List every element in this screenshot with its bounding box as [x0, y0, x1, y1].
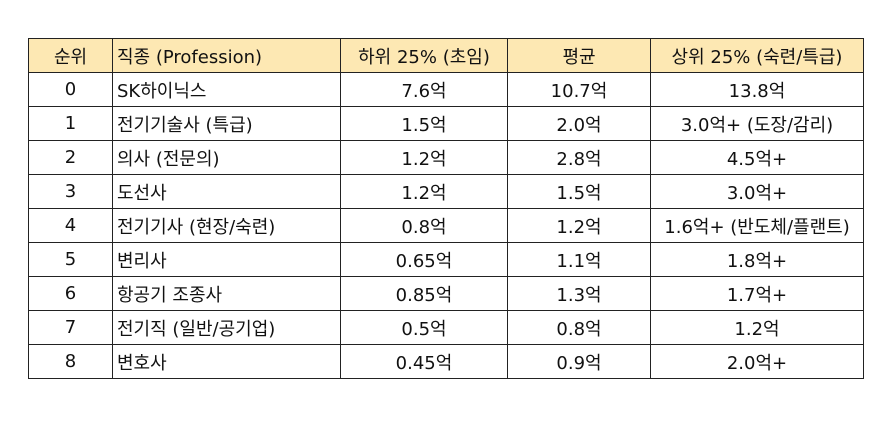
table-cell: 항공기 조종사	[112, 276, 341, 311]
table-cell: 1.5억	[507, 174, 651, 209]
table-cell: 7	[28, 310, 113, 345]
table-cell: 5	[28, 242, 113, 277]
header-cell: 순위	[28, 38, 113, 73]
table-row: 5 변리사 0.65억 1.1억 1.8억+	[28, 242, 864, 277]
table-cell: 0	[28, 72, 113, 107]
table-cell: 0.65억	[340, 242, 508, 277]
table-cell: 도선사	[112, 174, 341, 209]
table-cell: 0.8억	[340, 208, 508, 243]
table-cell: 3	[28, 174, 113, 209]
table-cell: 0.8억	[507, 310, 651, 345]
table-cell: 4.5억+	[650, 140, 864, 175]
table-row: 0 SK하이닉스 7.6억 10.7억 13.8억	[28, 72, 864, 107]
header-cell: 직종 (Profession)	[112, 38, 341, 73]
table-cell: 전기직 (일반/공기업)	[112, 310, 341, 345]
table-cell: 0.9억	[507, 344, 651, 379]
table-cell: 6	[28, 276, 113, 311]
table-cell: 8	[28, 344, 113, 379]
table-row: 1 전기기술사 (특급) 1.5억 2.0억 3.0억+ (도장/감리)	[28, 106, 864, 141]
table-cell: 1.7억+	[650, 276, 864, 311]
header-cell: 하위 25% (초임)	[340, 38, 508, 73]
table-cell: 의사 (전문의)	[112, 140, 341, 175]
table-cell: 10.7억	[507, 72, 651, 107]
table-cell: 변리사	[112, 242, 341, 277]
table-cell: 1.2억	[340, 174, 508, 209]
table-cell: SK하이닉스	[112, 72, 341, 107]
header-cell: 상위 25% (숙련/특급)	[650, 38, 864, 73]
table-cell: 3.0억+	[650, 174, 864, 209]
table-cell: 13.8억	[650, 72, 864, 107]
table-cell: 0.5억	[340, 310, 508, 345]
table-cell: 2	[28, 140, 113, 175]
table-cell: 1.2억	[650, 310, 864, 345]
table-body: 순위 직종 (Profession) 하위 25% (초임) 평균 상위 25% (숙련…	[28, 38, 864, 379]
table-cell: 1	[28, 106, 113, 141]
table-cell: 2.0억+	[650, 344, 864, 379]
table-row: 7 전기직 (일반/공기업) 0.5억 0.8억 1.2억	[28, 310, 864, 345]
table-cell: 1.1억	[507, 242, 651, 277]
table-cell: 1.6억+ (반도체/플랜트)	[650, 208, 864, 243]
table-cell: 0.85억	[340, 276, 508, 311]
table-cell: 2.8억	[507, 140, 651, 175]
table-cell: 1.8억+	[650, 242, 864, 277]
header-cell: 평균	[507, 38, 651, 73]
table-cell: 1.2억	[340, 140, 508, 175]
table-row: 4 전기기사 (현장/숙련) 0.8억 1.2억 1.6억+ (반도체/플랜트)	[28, 208, 864, 243]
table-row: 8 변호사 0.45억 0.9억 2.0억+	[28, 344, 864, 379]
table-cell: 0.45억	[340, 344, 508, 379]
table-cell: 7.6억	[340, 72, 508, 107]
table-cell: 2.0억	[507, 106, 651, 141]
table-cell: 3.0억+ (도장/감리)	[650, 106, 864, 141]
table-row: 3 도선사 1.2억 1.5억 3.0억+	[28, 174, 864, 209]
table-cell: 1.2억	[507, 208, 651, 243]
table-cell: 전기기술사 (특급)	[112, 106, 341, 141]
table-row: 6 항공기 조종사 0.85억 1.3억 1.7억+	[28, 276, 864, 311]
table-cell: 전기기사 (현장/숙련)	[112, 208, 341, 243]
table-cell: 1.3억	[507, 276, 651, 311]
table-row: 2 의사 (전문의) 1.2억 2.8억 4.5억+	[28, 140, 864, 175]
table-cell: 변호사	[112, 344, 341, 379]
table-cell: 1.5억	[340, 106, 508, 141]
header-row: 순위 직종 (Profession) 하위 25% (초임) 평균 상위 25% (숙련…	[28, 38, 864, 73]
table-cell: 4	[28, 208, 113, 243]
salary-table: 순위 직종 (Profession) 하위 25% (초임) 평균 상위 25% (숙련…	[28, 38, 864, 379]
